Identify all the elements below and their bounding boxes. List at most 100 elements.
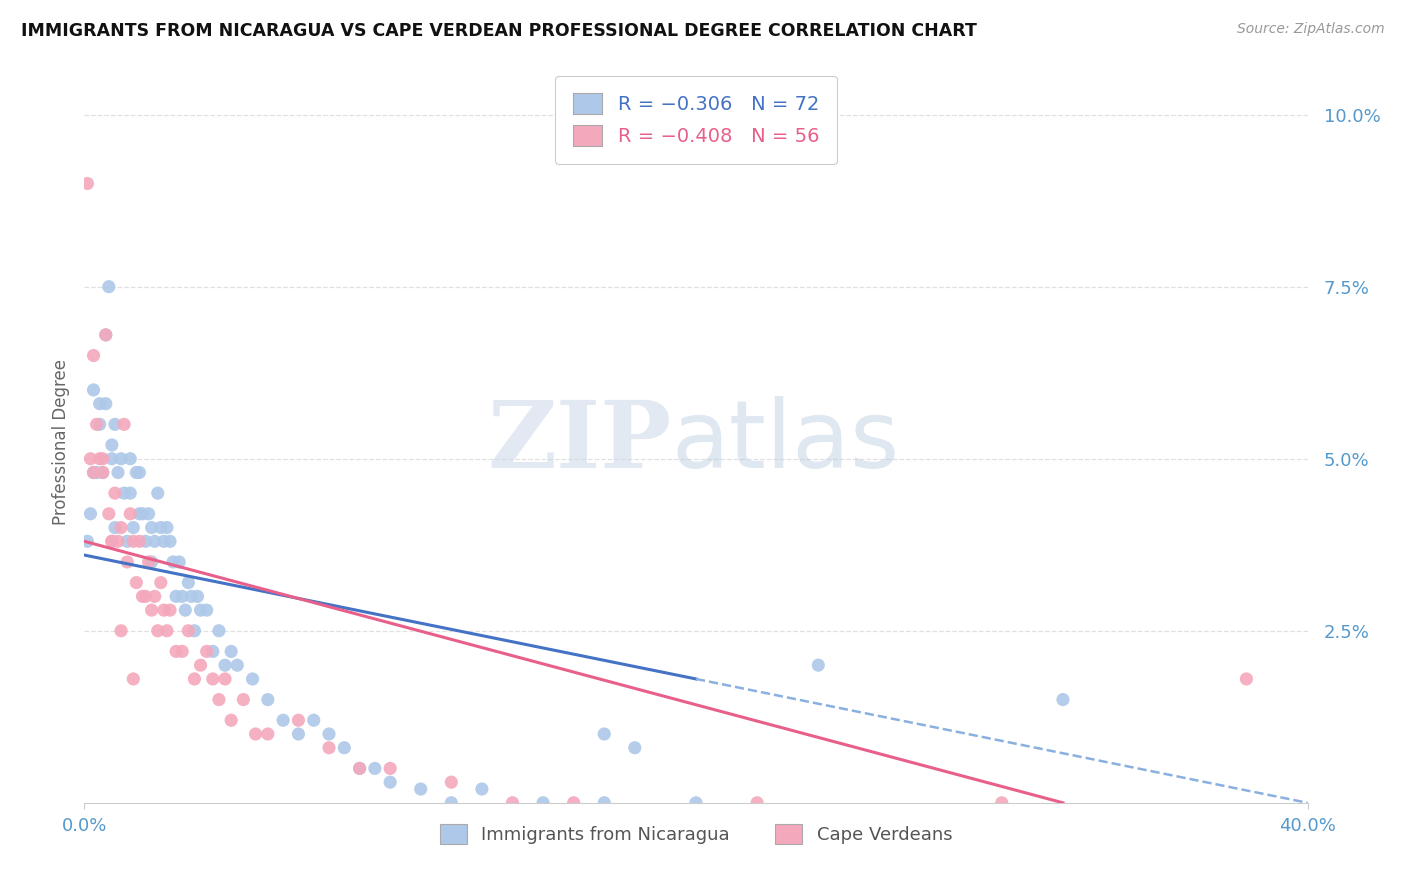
Point xyxy=(245,727,267,741)
Point xyxy=(180,590,202,604)
Point xyxy=(190,658,212,673)
Point xyxy=(86,417,108,432)
Point xyxy=(97,279,120,293)
Point xyxy=(131,507,153,521)
Point xyxy=(214,658,236,673)
Point xyxy=(128,534,150,549)
Point xyxy=(177,575,200,590)
Point xyxy=(107,466,129,480)
Point xyxy=(302,713,325,727)
Point xyxy=(159,534,181,549)
Point xyxy=(110,520,132,534)
Point xyxy=(593,796,616,810)
Point xyxy=(172,644,194,658)
Point xyxy=(172,590,194,604)
Point xyxy=(174,603,197,617)
Point xyxy=(131,590,153,604)
Point xyxy=(101,534,124,549)
Point xyxy=(128,466,150,480)
Point xyxy=(380,761,402,775)
Point xyxy=(83,466,105,480)
Point xyxy=(112,417,135,432)
Point xyxy=(747,796,769,810)
Point xyxy=(89,417,111,432)
Point xyxy=(162,555,184,569)
Point xyxy=(201,644,224,658)
Point xyxy=(167,555,190,569)
Point xyxy=(159,603,181,617)
Point xyxy=(122,520,145,534)
Point xyxy=(593,727,616,741)
Point xyxy=(112,486,135,500)
Point xyxy=(232,692,254,706)
Point xyxy=(115,534,138,549)
Point xyxy=(177,624,200,638)
Point xyxy=(271,713,294,727)
Point xyxy=(146,486,169,500)
Point xyxy=(79,451,101,466)
Point xyxy=(1052,692,1074,706)
Text: atlas: atlas xyxy=(672,395,900,488)
Point xyxy=(128,507,150,521)
Point xyxy=(440,775,463,789)
Point xyxy=(141,603,163,617)
Point xyxy=(104,520,127,534)
Point xyxy=(991,796,1014,810)
Point xyxy=(104,417,127,432)
Point xyxy=(76,177,98,191)
Point xyxy=(97,507,120,521)
Point xyxy=(257,692,280,706)
Point xyxy=(807,658,830,673)
Point xyxy=(624,740,647,755)
Point xyxy=(242,672,264,686)
Point xyxy=(153,534,176,549)
Point xyxy=(115,555,138,569)
Point xyxy=(143,534,166,549)
Point xyxy=(76,534,98,549)
Text: ZIP: ZIP xyxy=(488,397,672,486)
Point xyxy=(143,590,166,604)
Point xyxy=(195,603,218,617)
Point xyxy=(104,486,127,500)
Point xyxy=(79,507,101,521)
Point xyxy=(149,520,172,534)
Point xyxy=(86,466,108,480)
Point xyxy=(125,575,148,590)
Point xyxy=(83,466,105,480)
Point xyxy=(138,507,160,521)
Point xyxy=(94,397,117,411)
Point xyxy=(214,672,236,686)
Point xyxy=(165,590,187,604)
Point xyxy=(186,590,208,604)
Point xyxy=(257,727,280,741)
Point xyxy=(208,624,231,638)
Point xyxy=(83,349,105,363)
Point xyxy=(120,507,142,521)
Point xyxy=(156,520,179,534)
Point xyxy=(165,644,187,658)
Point xyxy=(125,466,148,480)
Point xyxy=(156,624,179,638)
Point xyxy=(91,466,114,480)
Point xyxy=(89,397,111,411)
Point xyxy=(91,466,114,480)
Point xyxy=(135,590,157,604)
Point xyxy=(318,727,340,741)
Point xyxy=(138,555,160,569)
Point xyxy=(219,713,242,727)
Point xyxy=(101,451,124,466)
Point xyxy=(333,740,356,755)
Point xyxy=(120,486,142,500)
Point xyxy=(364,761,387,775)
Point xyxy=(110,451,132,466)
Text: IMMIGRANTS FROM NICARAGUA VS CAPE VERDEAN PROFESSIONAL DEGREE CORRELATION CHART: IMMIGRANTS FROM NICARAGUA VS CAPE VERDEA… xyxy=(21,22,977,40)
Point xyxy=(91,451,114,466)
Point xyxy=(318,740,340,755)
Point xyxy=(141,555,163,569)
Point xyxy=(349,761,371,775)
Point xyxy=(135,534,157,549)
Point xyxy=(190,603,212,617)
Point xyxy=(101,534,124,549)
Point xyxy=(107,534,129,549)
Point xyxy=(89,451,111,466)
